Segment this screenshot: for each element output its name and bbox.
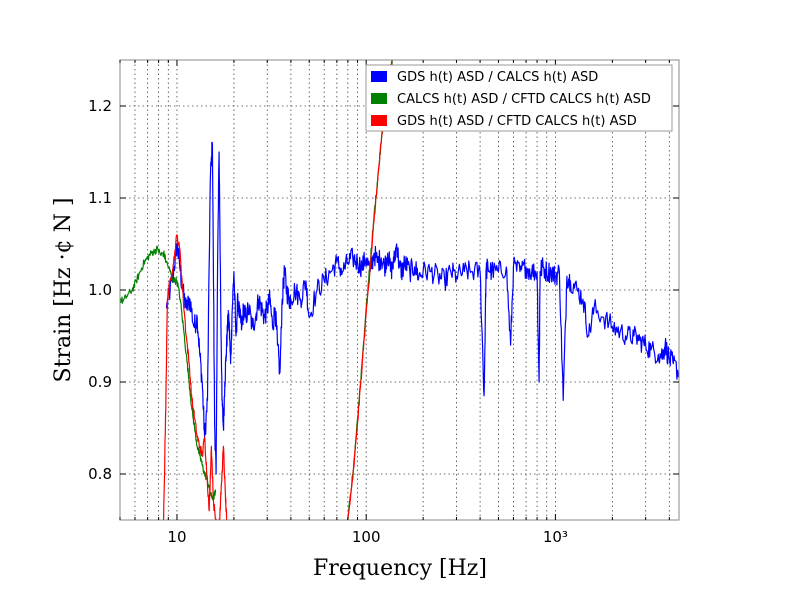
y-tick-label: 1.2 [88,97,112,115]
legend-label-0: GDS h(t) ASD / CALCS h(t) ASD [397,70,598,85]
legend-label-1: CALCS h(t) ASD / CFTD CALCS h(t) ASD [397,92,651,107]
grid [119,60,679,520]
legend: GDS h(t) ASD / CALCS h(t) ASD CALCS h(t)… [365,64,673,132]
y-tick-label: 0.8 [88,465,112,483]
legend-swatch-0 [371,71,387,82]
y-tick-label: 0.9 [88,373,112,391]
x-tick-label: 10 [167,528,186,546]
y-axis-title: Strain [Hz ·¢ N ] [51,198,76,383]
legend-swatch-2 [371,115,387,126]
y-tick-label: 1.1 [88,189,112,207]
series-line-2 [163,234,228,520]
x-tick-label: 100 [352,528,381,546]
legend-label-2: GDS h(t) ASD / CFTD CALCS h(t) ASD [397,114,637,129]
y-tick-label: 1.0 [88,281,112,299]
legend-box [365,64,673,132]
series-line-0 [165,141,679,475]
series-line-1 [120,245,217,501]
legend-swatch-1 [371,93,387,104]
x-tick-label: 10³ [543,528,568,546]
ticks: 0.8 0.9 1.0 1.1 1.2 10 100 10³ [88,60,679,546]
x-axis-title: Frequency [Hz] [313,556,487,581]
